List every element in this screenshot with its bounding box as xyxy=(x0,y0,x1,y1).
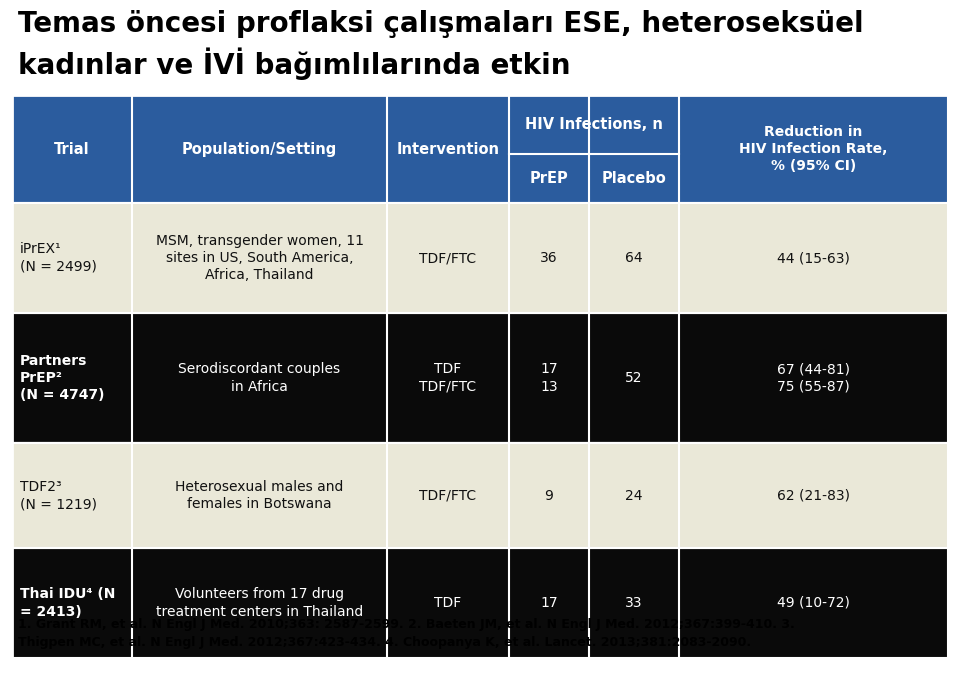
Text: Intervention: Intervention xyxy=(396,142,499,156)
Text: 24: 24 xyxy=(625,489,643,502)
Text: 9: 9 xyxy=(544,489,553,502)
Bar xyxy=(12,313,948,443)
Text: TDF/FTC: TDF/FTC xyxy=(420,489,476,502)
Text: TDF: TDF xyxy=(434,596,462,610)
Text: TDF/FTC: TDF/FTC xyxy=(420,251,476,265)
Bar xyxy=(12,443,948,548)
Text: Heterosexual males and
females in Botswana: Heterosexual males and females in Botswa… xyxy=(176,480,344,511)
Bar xyxy=(12,548,948,658)
Text: 62 (21-83): 62 (21-83) xyxy=(777,489,850,502)
Text: iPrEX¹
(N = 2499): iPrEX¹ (N = 2499) xyxy=(20,243,97,274)
Text: 36: 36 xyxy=(540,251,558,265)
Text: 52: 52 xyxy=(625,371,643,385)
Text: MSM, transgender women, 11
sites in US, South America,
Africa, Thailand: MSM, transgender women, 11 sites in US, … xyxy=(156,234,364,283)
Text: Placebo: Placebo xyxy=(602,171,666,186)
Text: 17: 17 xyxy=(540,596,558,610)
Text: Partners
PrEP²
(N = 4747): Partners PrEP² (N = 4747) xyxy=(20,354,105,402)
Text: Population/Setting: Population/Setting xyxy=(181,142,337,156)
Text: 67 (44-81)
75 (55-87): 67 (44-81) 75 (55-87) xyxy=(777,362,850,394)
Bar xyxy=(12,95,948,203)
Text: 17
13: 17 13 xyxy=(540,362,558,394)
Text: 49 (10-72): 49 (10-72) xyxy=(777,596,850,610)
Bar xyxy=(12,95,948,658)
Text: PrEP: PrEP xyxy=(530,171,568,186)
Text: HIV Infections, n: HIV Infections, n xyxy=(525,117,663,132)
Text: Serodiscordant couples
in Africa: Serodiscordant couples in Africa xyxy=(179,362,341,394)
Text: Reduction in
HIV Infection Rate,
% (95% CI): Reduction in HIV Infection Rate, % (95% … xyxy=(739,124,888,173)
Text: Trial: Trial xyxy=(54,142,90,156)
Text: Volunteers from 17 drug
treatment centers in Thailand: Volunteers from 17 drug treatment center… xyxy=(156,587,363,618)
Text: TDF
TDF/FTC: TDF TDF/FTC xyxy=(420,362,476,394)
Text: 64: 64 xyxy=(625,251,643,265)
Text: Thai IDU⁴ (N
= 2413): Thai IDU⁴ (N = 2413) xyxy=(20,587,115,618)
Text: 1. Grant RM, et al. N Engl J Med. 2010;363: 2587-2599. 2. Baeten JM, et al. N En: 1. Grant RM, et al. N Engl J Med. 2010;3… xyxy=(18,618,795,649)
Text: TDF2³
(N = 1219): TDF2³ (N = 1219) xyxy=(20,480,97,511)
Bar xyxy=(12,203,948,313)
Text: Temas öncesi proflaksi çalışmaları ESE, heteroseksüel
kadınlar ve İVİ bağımlılar: Temas öncesi proflaksi çalışmaları ESE, … xyxy=(18,10,864,80)
Text: 33: 33 xyxy=(625,596,643,610)
Text: 44 (15-63): 44 (15-63) xyxy=(777,251,850,265)
